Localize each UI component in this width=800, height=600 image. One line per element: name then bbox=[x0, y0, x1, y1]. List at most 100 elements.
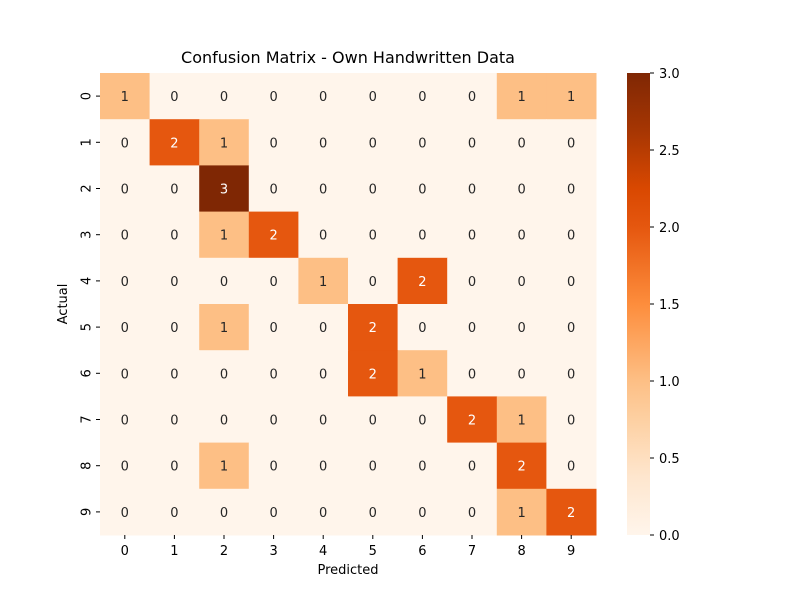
cell-value-label: 0 bbox=[517, 136, 525, 151]
cell-value-label: 0 bbox=[170, 90, 178, 105]
heatmap-cell bbox=[199, 396, 250, 444]
cell-value-label: 0 bbox=[121, 275, 129, 290]
cell-value-label: 1 bbox=[517, 414, 525, 429]
x-tick-label: 9 bbox=[567, 544, 575, 559]
heatmap-cell bbox=[546, 73, 597, 120]
x-tick-label: 0 bbox=[121, 544, 129, 559]
heatmap-cell bbox=[447, 73, 498, 120]
cell-value-label: 0 bbox=[567, 414, 575, 429]
heatmap-cell bbox=[248, 211, 299, 259]
cell-value-label: 0 bbox=[468, 275, 476, 290]
cell-value-label: 0 bbox=[220, 506, 228, 521]
heatmap-cell bbox=[100, 73, 151, 120]
heatmap-cell bbox=[496, 73, 547, 120]
heatmap-cell bbox=[348, 211, 399, 259]
cell-value-label: 0 bbox=[319, 229, 327, 244]
heatmap-cell bbox=[199, 257, 250, 305]
heatmap-cell bbox=[546, 304, 597, 351]
heatmap-cell bbox=[447, 165, 498, 213]
cell-value-label: 0 bbox=[121, 183, 129, 198]
cell-value-label: 0 bbox=[319, 367, 327, 382]
y-tick-label: 4 bbox=[80, 277, 95, 285]
x-tick-label: 5 bbox=[369, 544, 377, 559]
heatmap-cell bbox=[199, 442, 250, 490]
cell-value-label: 2 bbox=[369, 367, 377, 382]
heatmap-cell bbox=[496, 442, 547, 490]
cell-value-label: 0 bbox=[369, 275, 377, 290]
cell-value-label: 1 bbox=[220, 229, 228, 244]
cell-value-label: 0 bbox=[517, 183, 525, 198]
cell-value-label: 0 bbox=[567, 275, 575, 290]
x-axis-ticks: 0 1 2 3 4 5 6 7 8 9 bbox=[121, 535, 575, 559]
heatmap-cell bbox=[546, 488, 597, 536]
cell-value-label: 0 bbox=[369, 460, 377, 475]
colorbar-tick-label: 0.5 bbox=[659, 452, 680, 467]
cell-value-label: 0 bbox=[269, 136, 277, 151]
cell-value-label: 0 bbox=[170, 321, 178, 336]
heatmap-cell bbox=[298, 165, 349, 213]
cell-value-label: 0 bbox=[319, 90, 327, 105]
heatmap-cells: 1 0 0 0 0 0 0 0 1 1 0 2 1 0 0 0 0 0 0 0 0 0 3 0 0 0 0 0 0 0 0 0 1 2 0 0 0 0 0 0… bbox=[100, 73, 597, 536]
heatmap-cell bbox=[348, 257, 399, 305]
heatmap-cell bbox=[298, 257, 349, 305]
cell-value-label: 0 bbox=[567, 183, 575, 198]
cell-value-label: 0 bbox=[567, 460, 575, 475]
heatmap-cell bbox=[149, 257, 200, 305]
heatmap-cell bbox=[100, 119, 151, 166]
y-tick-label: 6 bbox=[80, 369, 95, 377]
cell-value-label: 0 bbox=[121, 229, 129, 244]
cell-value-label: 0 bbox=[121, 414, 129, 429]
heatmap-cell bbox=[248, 304, 299, 351]
y-tick-label: 8 bbox=[80, 462, 95, 470]
heatmap-cell bbox=[100, 304, 151, 351]
cell-value-label: 0 bbox=[220, 90, 228, 105]
heatmap-cell bbox=[397, 350, 448, 397]
cell-value-label: 0 bbox=[319, 136, 327, 151]
heatmap-cell bbox=[447, 350, 498, 397]
heatmap-cell bbox=[348, 119, 399, 166]
chart-title: Confusion Matrix - Own Handwritten Data bbox=[181, 48, 515, 67]
heatmap-cell bbox=[298, 119, 349, 166]
cell-value-label: 0 bbox=[319, 460, 327, 475]
cell-value-label: 0 bbox=[170, 506, 178, 521]
heatmap-cell bbox=[149, 396, 200, 444]
heatmap-cell bbox=[199, 165, 250, 213]
heatmap-cell bbox=[496, 350, 547, 397]
cell-value-label: 1 bbox=[220, 321, 228, 336]
heatmap-cell bbox=[447, 396, 498, 444]
cell-value-label: 0 bbox=[418, 506, 426, 521]
heatmap-cell bbox=[298, 73, 349, 120]
colorbar-tick-label: 1.0 bbox=[659, 375, 680, 390]
colorbar-tick-label: 2.5 bbox=[659, 144, 680, 159]
cell-value-label: 0 bbox=[269, 183, 277, 198]
cell-value-label: 0 bbox=[319, 414, 327, 429]
cell-value-label: 1 bbox=[517, 90, 525, 105]
heatmap-cell bbox=[447, 257, 498, 305]
y-tick-label: 2 bbox=[80, 184, 95, 192]
heatmap-cell bbox=[199, 350, 250, 397]
y-tick-label: 1 bbox=[80, 138, 95, 146]
cell-value-label: 0 bbox=[369, 229, 377, 244]
cell-value-label: 2 bbox=[269, 229, 277, 244]
cell-value-label: 2 bbox=[369, 321, 377, 336]
heatmap-cell bbox=[447, 442, 498, 490]
heatmap-cell bbox=[100, 211, 151, 259]
heatmap-cell bbox=[397, 73, 448, 120]
cell-value-label: 0 bbox=[121, 460, 129, 475]
y-tick-label: 0 bbox=[80, 92, 95, 100]
heatmap-cell bbox=[348, 488, 399, 536]
heatmap-cell bbox=[496, 396, 547, 444]
heatmap-cell bbox=[248, 442, 299, 490]
heatmap-cell bbox=[298, 304, 349, 351]
cell-value-label: 1 bbox=[517, 506, 525, 521]
cell-value-label: 0 bbox=[468, 506, 476, 521]
heatmap-cell bbox=[298, 350, 349, 397]
cell-value-label: 1 bbox=[567, 90, 575, 105]
heatmap-cell bbox=[546, 442, 597, 490]
cell-value-label: 0 bbox=[418, 136, 426, 151]
y-tick-label: 7 bbox=[80, 415, 95, 423]
cell-value-label: 2 bbox=[170, 136, 178, 151]
cell-value-label: 2 bbox=[567, 506, 575, 521]
heatmap-cell bbox=[348, 350, 399, 397]
